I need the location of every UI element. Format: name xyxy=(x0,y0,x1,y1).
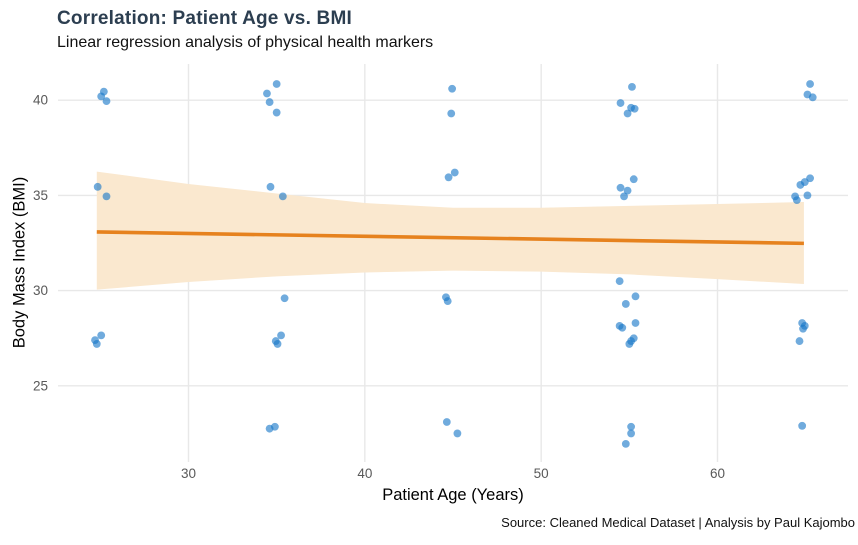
scatter-point xyxy=(621,440,630,448)
scatter-point xyxy=(97,331,106,340)
scatter-point xyxy=(806,80,814,88)
scatter-point xyxy=(92,340,101,348)
scatter-point xyxy=(443,297,452,305)
scatter-point xyxy=(273,340,282,348)
scatter-point xyxy=(102,97,111,106)
scatter-point xyxy=(93,182,102,191)
scatter-point xyxy=(270,422,279,431)
x-tick-label: 40 xyxy=(357,466,372,481)
scatter-point xyxy=(627,422,636,431)
scatter-point xyxy=(102,192,111,201)
scatter-point xyxy=(796,181,805,189)
scatter-point xyxy=(265,98,274,106)
scatter-point xyxy=(272,108,281,117)
scatter-point xyxy=(808,93,817,102)
x-tick-label: 60 xyxy=(710,466,725,481)
scatter-point xyxy=(628,82,636,91)
chart-caption: Source: Cleaned Medical Dataset | Analys… xyxy=(501,515,855,530)
scatter-point xyxy=(616,99,625,107)
scatter-point xyxy=(629,175,638,184)
scatter-point xyxy=(616,183,625,192)
scatter-point xyxy=(792,196,801,205)
scatter-point xyxy=(618,323,627,332)
scatter-point xyxy=(627,429,636,438)
scatter-point xyxy=(620,192,628,201)
scatter-point xyxy=(450,168,459,177)
chart-title: Correlation: Patient Age vs. BMI xyxy=(57,8,352,29)
scatter-point xyxy=(623,186,632,195)
scatter-point xyxy=(280,294,289,303)
scatter-point xyxy=(444,173,453,182)
chart-subtitle: Linear regression analysis of physical h… xyxy=(57,34,434,51)
x-axis-title: Patient Age (Years) xyxy=(382,486,524,504)
y-tick-label: 40 xyxy=(33,93,48,108)
scatter-point xyxy=(795,337,804,345)
scatter-point xyxy=(448,84,457,93)
scatter-point xyxy=(630,104,639,113)
regression-line xyxy=(96,230,804,246)
y-tick-label: 25 xyxy=(33,378,48,393)
scatter-point xyxy=(263,89,271,98)
scatter-point xyxy=(625,340,634,348)
scatter-point xyxy=(615,277,624,285)
scatter-point xyxy=(277,331,285,340)
scatter-point xyxy=(97,92,106,101)
scatter-point xyxy=(621,300,630,308)
scatter-point xyxy=(442,418,451,426)
x-tick-label: 30 xyxy=(181,466,196,481)
scatter-point xyxy=(799,324,807,333)
scatter-point xyxy=(631,319,640,327)
y-tick-label: 35 xyxy=(33,188,48,203)
y-tick-label: 30 xyxy=(33,283,48,298)
scatter-point xyxy=(798,421,807,430)
scatter-point xyxy=(447,109,456,118)
confidence-band xyxy=(96,171,804,290)
scatter-point xyxy=(453,429,462,438)
scatter-point xyxy=(272,80,281,88)
scatter-point xyxy=(266,182,275,191)
scatter-point xyxy=(278,192,287,201)
scatter-point xyxy=(803,191,812,200)
y-axis-title: Body Mass Index (BMI) xyxy=(10,176,29,349)
x-tick-label: 50 xyxy=(534,466,549,481)
scatter-point xyxy=(631,292,640,301)
scatter-point xyxy=(623,109,632,118)
